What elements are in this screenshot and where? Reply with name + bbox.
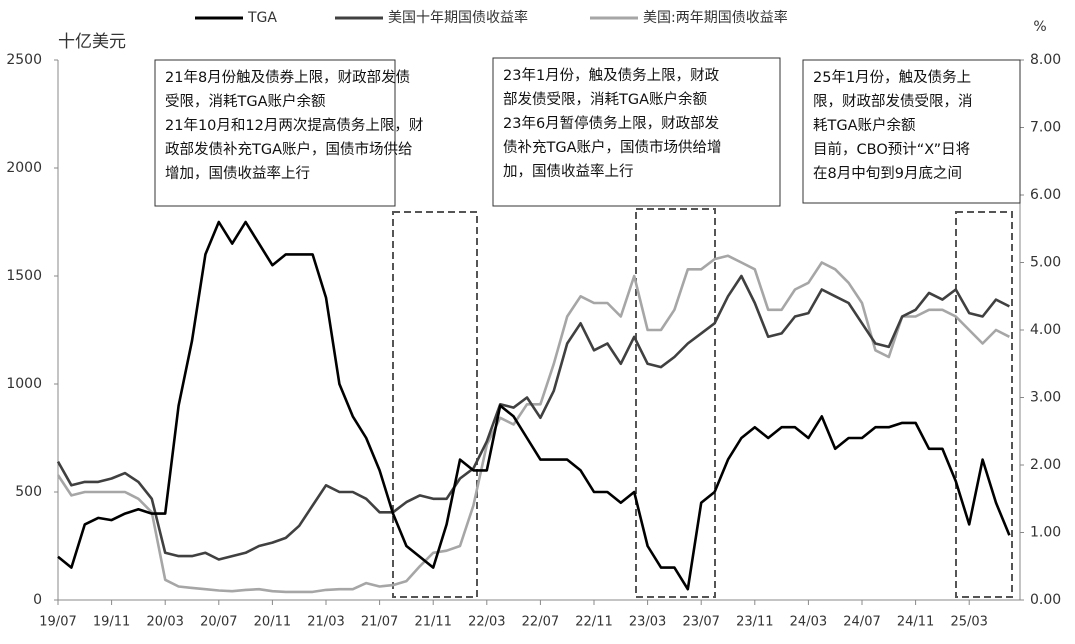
series-line — [56, 254, 1010, 594]
annotation-text: 加，国债收益率上行 — [503, 163, 634, 180]
x-tick-label: 24/11 — [897, 615, 934, 630]
legend-label: 美国十年期国债收益率 — [388, 9, 528, 26]
y2-tick-label: 4.00 — [1030, 322, 1061, 338]
annotation-text: 25年1月份，触及债务上 — [813, 69, 971, 86]
y-tick-label: 500 — [15, 484, 42, 500]
x-tick-label: 19/11 — [93, 615, 130, 630]
x-tick-label: 24/03 — [790, 615, 827, 630]
y-tick-label: 1500 — [6, 268, 42, 284]
x-tick-label: 21/03 — [307, 615, 344, 630]
y2-tick-label: 7.00 — [1030, 120, 1061, 136]
legend-label: TGA — [247, 10, 277, 26]
period-box — [635, 208, 716, 598]
y2-tick-label: 0.00 — [1030, 592, 1061, 608]
left-axis-label: 十亿美元 — [58, 32, 126, 52]
x-tick-label: 20/03 — [146, 615, 183, 630]
series-line — [57, 220, 1011, 591]
x-tick-label: 23/03 — [629, 615, 666, 630]
annotation-text: 债补充TGA账户，国债市场供给增 — [503, 139, 722, 156]
x-tick-label: 21/07 — [361, 615, 398, 630]
annotation-text: 23年6月暂停债务上限，财政部发 — [503, 115, 719, 132]
right-axis-label: % — [1033, 19, 1046, 35]
x-tick-label: 24/07 — [843, 615, 880, 630]
y2-tick-label: 6.00 — [1030, 187, 1061, 203]
y-tick-label: 2000 — [6, 160, 42, 176]
x-tick-label: 20/11 — [254, 615, 291, 630]
annotation-text: 部发债受限，消耗TGA账户余额 — [503, 90, 708, 108]
y-tick-label: 1000 — [6, 376, 42, 392]
y2-tick-label: 5.00 — [1030, 255, 1061, 271]
x-tick-label: 22/07 — [522, 615, 559, 630]
period-box — [955, 211, 1013, 598]
y2-tick-label: 3.00 — [1030, 390, 1061, 406]
y-tick-label: 2500 — [6, 52, 42, 68]
annotation-box — [492, 57, 781, 207]
annotation-text: 21年8月份触及债券上限，财政部发债 — [165, 69, 410, 86]
annotation-text: 目前，CBO预计“X”日将 — [813, 141, 970, 158]
annotation-text: 政部发债补充TGA账户，国债市场供给 — [165, 141, 413, 158]
legend-label: 美国:两年期国债收益率 — [643, 9, 788, 26]
x-tick-label: 23/07 — [682, 615, 719, 630]
annotation-text: 限，财政部发债受限，消 — [813, 93, 973, 110]
x-tick-label: 25/03 — [950, 615, 987, 630]
annotation-text: 受限，消耗TGA账户余额 — [165, 92, 326, 110]
annotation-text: 23年1月份，触及债务上限，财政 — [503, 67, 720, 84]
annotation-text: 在8月中旬到9月底之间 — [813, 165, 962, 182]
x-tick-label: 20/07 — [200, 615, 237, 630]
annotation-box — [154, 59, 396, 207]
annotation-text: 耗TGA账户余额 — [813, 116, 916, 134]
x-tick-label: 22/03 — [468, 615, 505, 630]
x-tick-label: 19/07 — [39, 615, 76, 630]
annotation-box — [802, 59, 1021, 204]
y2-tick-label: 8.00 — [1030, 52, 1061, 68]
x-tick-label: 21/11 — [414, 615, 451, 630]
y2-tick-label: 2.00 — [1030, 457, 1061, 473]
x-tick-label: 22/11 — [575, 615, 612, 630]
x-tick-label: 23/11 — [736, 615, 773, 630]
y2-tick-label: 1.00 — [1030, 525, 1061, 541]
period-box — [392, 211, 478, 598]
y-tick-label: 0 — [33, 592, 42, 608]
annotation-text: 增加，国债收益率上行 — [165, 165, 310, 182]
series-line — [56, 274, 1010, 561]
annotation-text: 21年10月和12月两次提高债务上限，财 — [165, 117, 423, 134]
